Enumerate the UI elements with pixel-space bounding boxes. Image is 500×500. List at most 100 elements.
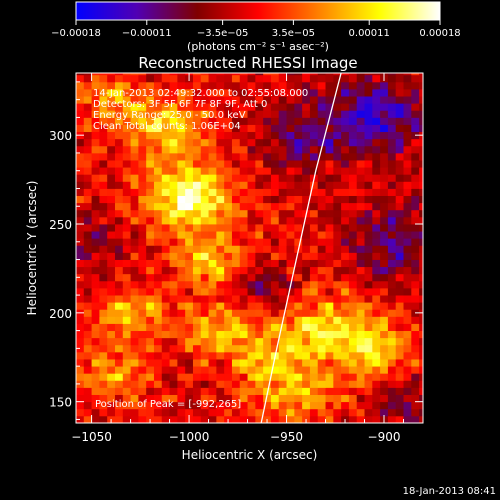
heatmap-cell — [255, 188, 264, 196]
heatmap-cell — [317, 160, 326, 168]
heatmap-cell — [200, 302, 209, 310]
heatmap-cell — [247, 366, 256, 374]
heatmap-cell — [231, 337, 241, 346]
heatmap-cell — [169, 273, 178, 282]
heatmap-cell — [122, 160, 131, 168]
heatmap-cell — [208, 160, 217, 168]
heatmap-cell — [247, 287, 256, 296]
heatmap-cell — [130, 337, 139, 346]
heatmap-cell — [153, 209, 163, 218]
heatmap-cell — [192, 273, 202, 282]
heatmap-cell — [83, 380, 92, 388]
heatmap-cell — [153, 124, 163, 133]
heatmap-cell — [153, 138, 163, 147]
heatmap-cell — [153, 81, 163, 90]
heatmap-cell — [99, 394, 108, 403]
heatmap-cell — [161, 287, 170, 296]
heatmap-cell — [317, 152, 326, 161]
heatmap-cell — [216, 387, 225, 395]
heatmap-cell — [107, 366, 116, 374]
heatmap-cell — [380, 117, 389, 125]
heatmap-cell — [83, 330, 92, 339]
heatmap-cell — [185, 188, 194, 196]
heatmap-cell — [114, 266, 124, 275]
heatmap-cell — [325, 408, 334, 417]
heatmap-cell — [395, 401, 404, 410]
heatmap-cell — [146, 252, 155, 260]
heatmap-cell — [309, 273, 319, 282]
heatmap-cell — [403, 195, 412, 204]
heatmap-cell — [403, 145, 412, 154]
heatmap-cell — [239, 202, 248, 211]
heatmap-cell — [263, 366, 272, 374]
heatmap-cell — [185, 138, 194, 147]
heatmap-cell — [216, 415, 225, 423]
heatmap-cell — [333, 359, 342, 367]
heatmap-cell — [91, 259, 100, 268]
heatmap-cell — [294, 408, 303, 417]
heatmap-cell — [130, 103, 139, 111]
heatmap-cell — [146, 408, 155, 417]
heatmap-cell — [270, 124, 280, 133]
heatmap-cell — [130, 216, 139, 225]
heatmap-cell — [247, 323, 256, 332]
heatmap-cell — [146, 238, 155, 246]
heatmap-cell — [224, 124, 233, 133]
heatmap-cell — [255, 152, 264, 161]
heatmap-cell — [161, 309, 170, 317]
heatmap-cell — [216, 88, 225, 97]
heatmap-cell — [130, 188, 139, 196]
heatmap-cell — [387, 337, 397, 346]
heatmap-cell — [161, 387, 170, 395]
heatmap-cell — [161, 188, 170, 196]
heatmap-cell — [76, 259, 85, 268]
heatmap-cell — [83, 73, 92, 76]
heatmap-cell — [348, 74, 358, 83]
heatmap-cell — [348, 131, 358, 140]
heatmap-cell — [91, 209, 100, 218]
heatmap-cell — [216, 394, 225, 403]
heatmap-cell — [114, 160, 124, 168]
heatmap-cell — [161, 295, 170, 303]
heatmap-cell — [153, 174, 163, 182]
heatmap-cell — [216, 216, 225, 225]
heatmap-cell — [138, 415, 147, 423]
colorbar-tick-label: 3.5e−05 — [272, 28, 315, 39]
heatmap-cell — [356, 394, 365, 403]
heatmap-cell — [83, 394, 92, 403]
heatmap-cell — [114, 181, 124, 189]
heatmap-cell — [130, 202, 139, 211]
heatmap-cell — [333, 351, 342, 360]
heatmap-cell — [146, 216, 155, 225]
heatmap-cell — [356, 245, 365, 253]
heatmap-cell — [372, 351, 381, 360]
heatmap-cell — [138, 373, 147, 381]
heatmap-cell — [403, 245, 412, 253]
heatmap-cell — [270, 337, 280, 346]
heatmap-cell — [177, 224, 186, 232]
heatmap-cell — [138, 145, 147, 154]
heatmap-cell — [333, 124, 342, 133]
heatmap-cell — [114, 96, 124, 104]
heatmap-cell — [387, 323, 397, 332]
heatmap-cell — [294, 252, 303, 260]
heatmap-cell — [387, 202, 397, 211]
heatmap-cell — [309, 351, 319, 360]
heatmap-cell — [99, 295, 108, 303]
heatmap-cell — [372, 380, 381, 388]
heatmap-cell — [185, 359, 194, 367]
heatmap-cell — [216, 373, 225, 381]
heatmap-cell — [302, 316, 311, 324]
heatmap-cell — [341, 373, 350, 381]
heatmap-cell — [309, 152, 319, 161]
heatmap-cell — [114, 309, 124, 317]
heatmap-cell — [114, 209, 124, 218]
heatmap-cell — [224, 216, 233, 225]
heatmap-cell — [83, 195, 92, 204]
heatmap-cell — [364, 145, 373, 154]
heatmap-cell — [309, 110, 319, 118]
heatmap-cell — [107, 309, 116, 317]
heatmap-cell — [348, 259, 358, 268]
heatmap-cell — [356, 302, 365, 310]
heatmap-cell — [403, 202, 412, 211]
